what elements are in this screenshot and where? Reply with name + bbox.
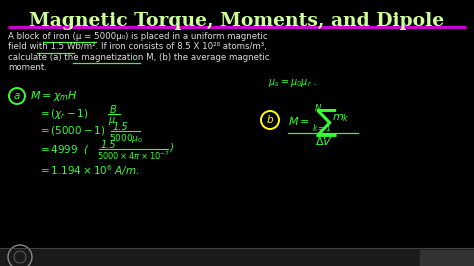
- Text: $m_k$: $m_k$: [332, 112, 350, 124]
- Text: calculate (a) the magnetization M, (b) the average magnetic: calculate (a) the magnetization M, (b) t…: [8, 53, 270, 62]
- Text: $5000 \times 4\pi \times 10^{-7}$: $5000 \times 4\pi \times 10^{-7}$: [97, 150, 170, 163]
- Text: A block of iron (μ = 5000μ₀) is placed in a uniform magnetic: A block of iron (μ = 5000μ₀) is placed i…: [8, 32, 268, 41]
- Text: $\Delta V$: $\Delta V$: [315, 135, 333, 147]
- Text: $M = \chi_m H$: $M = \chi_m H$: [30, 89, 78, 103]
- Text: $= 1.194 \times 10^6$ A/m.: $= 1.194 \times 10^6$ A/m.: [38, 163, 139, 178]
- Text: 1.5: 1.5: [101, 140, 117, 150]
- Text: $\mu$: $\mu$: [108, 115, 116, 127]
- Text: $5000\mu_0$: $5000\mu_0$: [109, 132, 143, 145]
- Text: 1.5: 1.5: [113, 122, 128, 132]
- Text: Magnetic Torque, Moments, and Dipole: Magnetic Torque, Moments, and Dipole: [29, 12, 445, 30]
- Text: $M =$: $M =$: [288, 115, 310, 127]
- Text: B: B: [110, 105, 117, 115]
- Text: $= 4999$  (: $= 4999$ (: [38, 143, 90, 156]
- Text: ): ): [170, 143, 174, 153]
- Text: $\mu_s = \mu_0 \mu_r$ .: $\mu_s = \mu_0 \mu_r$ .: [268, 77, 317, 89]
- Text: a: a: [14, 91, 20, 101]
- Text: N: N: [315, 104, 321, 113]
- Text: moment.: moment.: [8, 64, 47, 73]
- Text: b: b: [267, 115, 273, 125]
- Text: $\sum$: $\sum$: [315, 107, 337, 139]
- Text: field with 1.5 Wb/m². If iron consists of 8.5 X 10²⁸ atoms/m³,: field with 1.5 Wb/m². If iron consists o…: [8, 43, 267, 52]
- Text: $k=1$: $k=1$: [312, 122, 332, 133]
- Text: $= (5000 - 1)$: $= (5000 - 1)$: [38, 124, 106, 137]
- Text: $= (\chi_r - 1)$: $= (\chi_r - 1)$: [38, 107, 89, 121]
